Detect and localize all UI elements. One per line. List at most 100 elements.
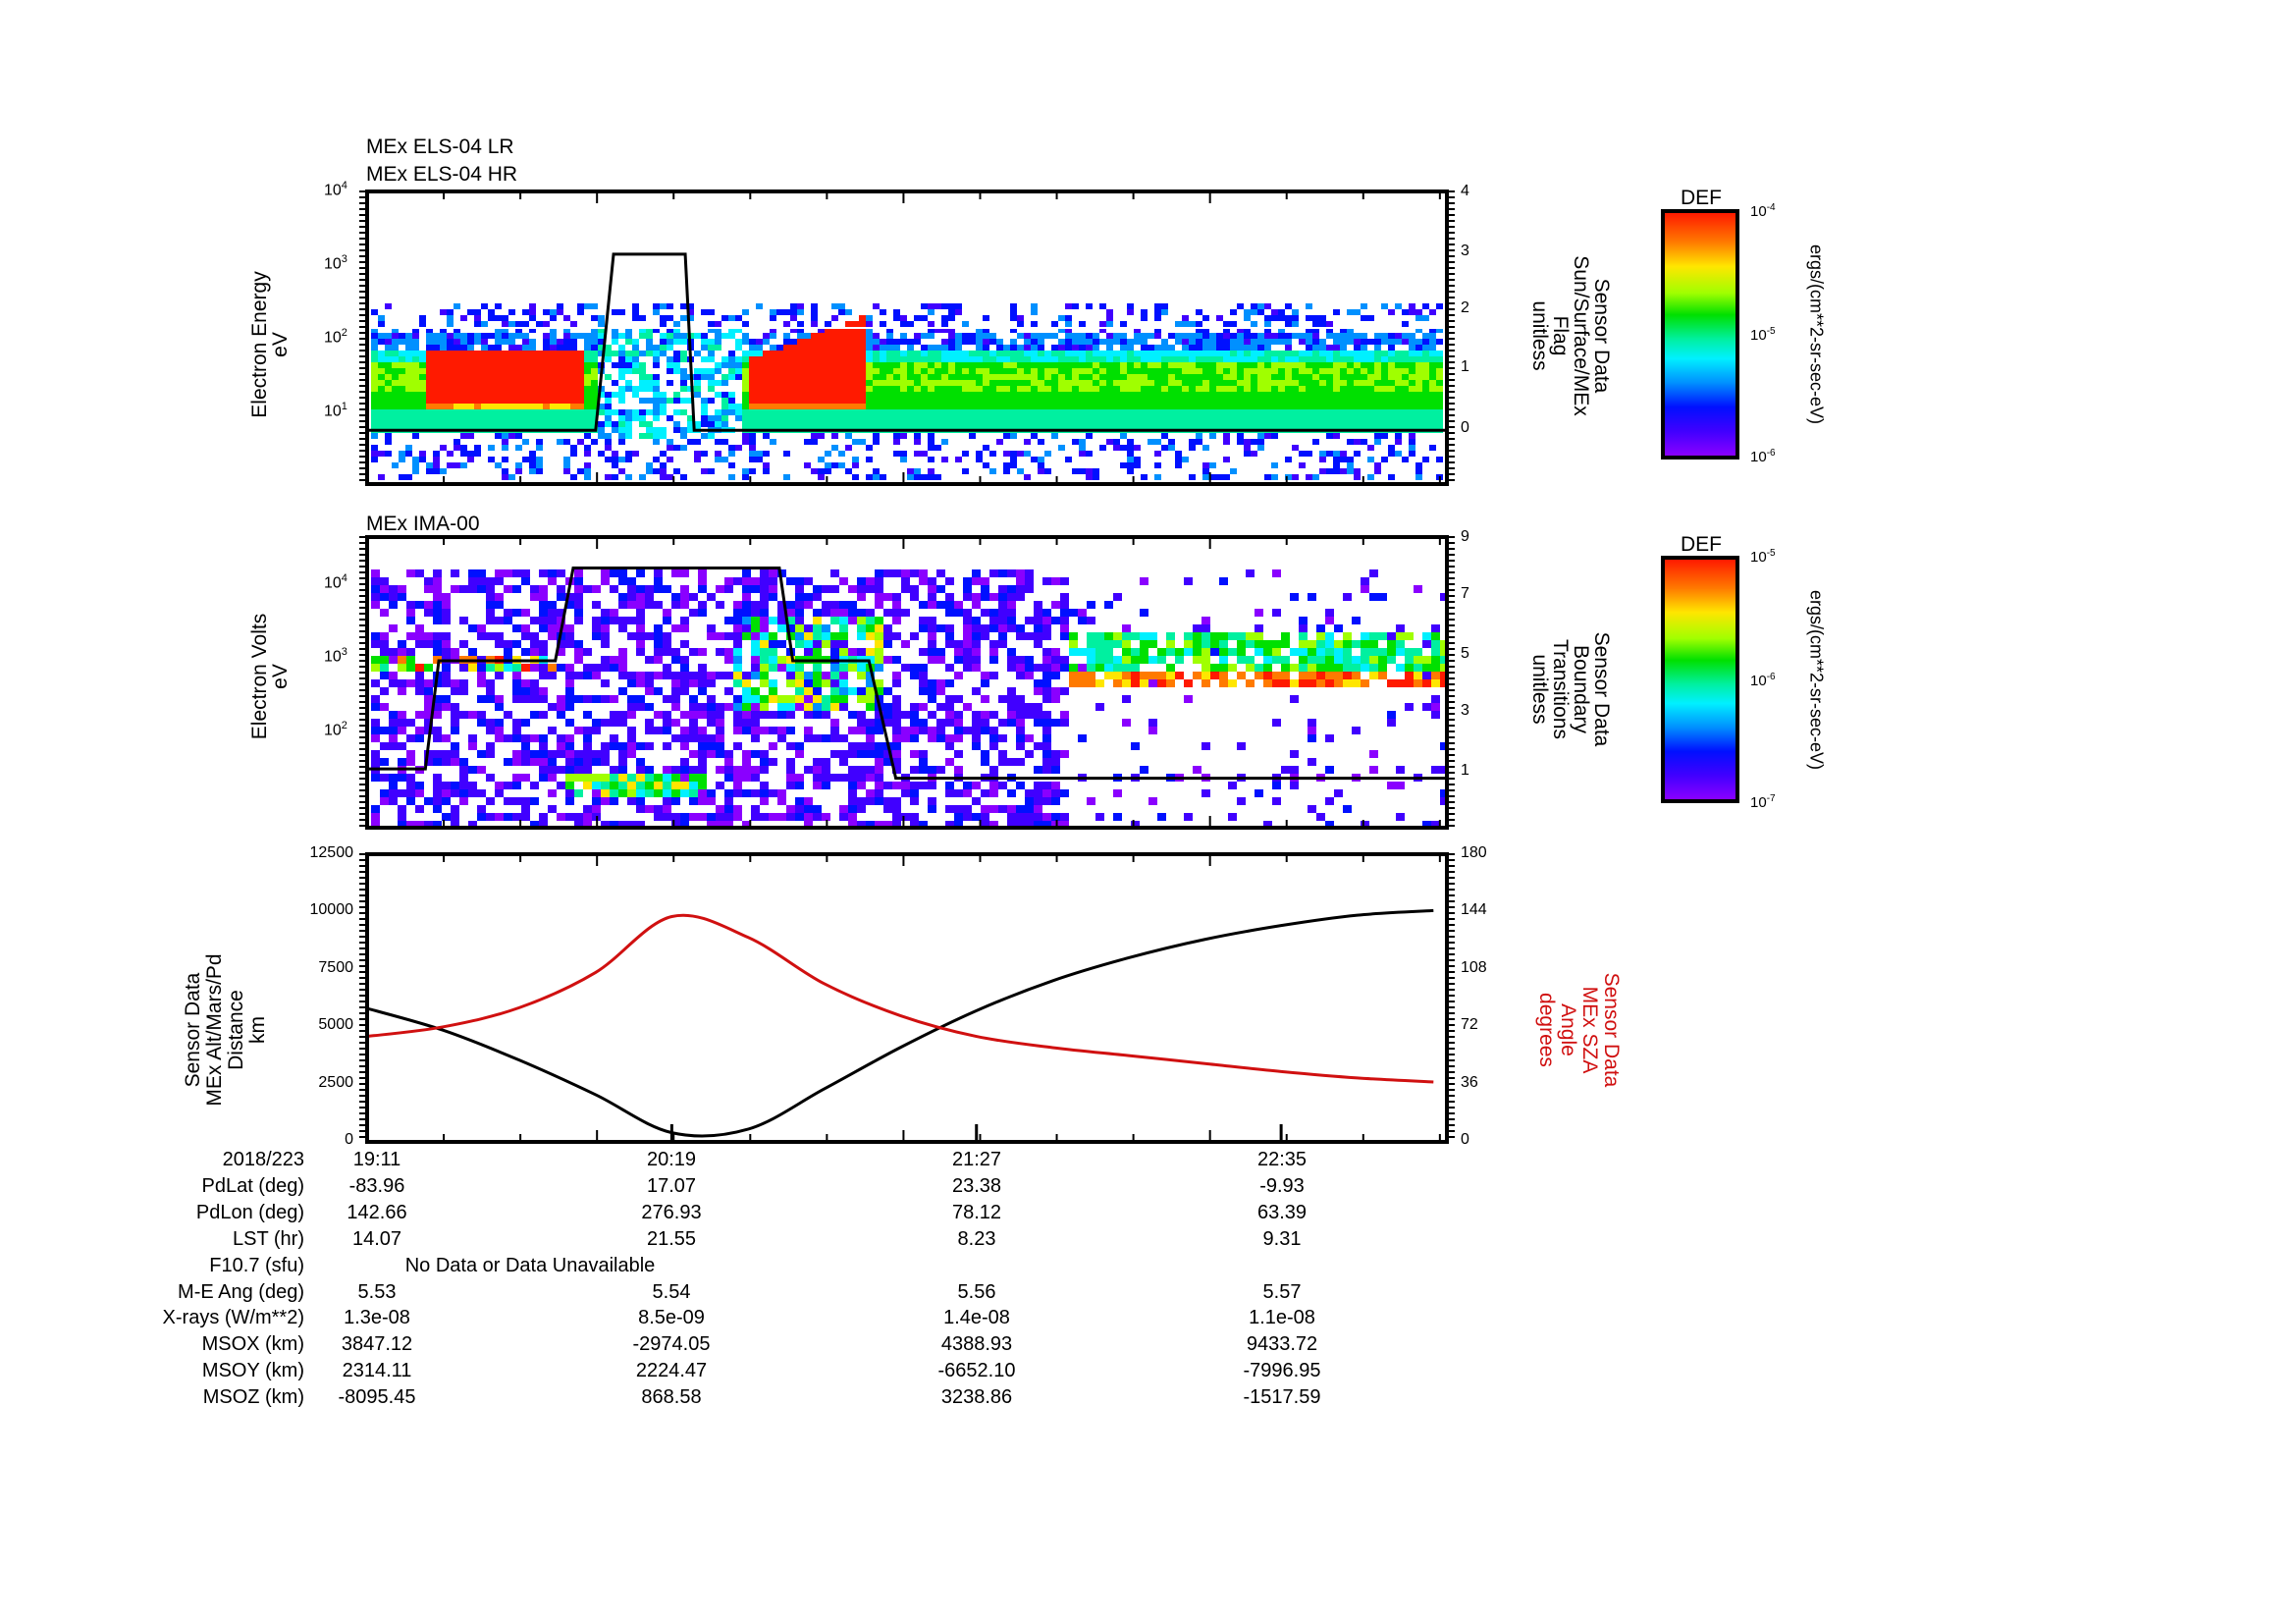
els-y2tick-0: 0 — [1461, 419, 1469, 436]
ephem-cell: 9.31 — [1262, 1227, 1302, 1250]
ima-y2label: Sensor Data Boundary Transitions unitless — [1528, 631, 1613, 747]
ephem-cell: 3847.12 — [341, 1333, 413, 1356]
ephem-note: No Data or Data Unavailable — [404, 1254, 656, 1276]
ephem-cell: 9433.72 — [1246, 1333, 1318, 1356]
orbit-y2tick-144: 144 — [1461, 901, 1487, 918]
ephem-cell: 1.1e-08 — [1249, 1307, 1315, 1329]
ephem-row-label: MSOZ (km) — [202, 1386, 304, 1409]
ephem-cell: -83.96 — [348, 1174, 405, 1197]
els-title-lr: MEx ELS-04 LR — [366, 135, 514, 158]
ephem-cell: 19:11 — [352, 1149, 401, 1170]
ephem-row-label: 2018/223 — [222, 1149, 304, 1170]
els-y2tick-3: 3 — [1461, 243, 1469, 259]
els-y2tick-1: 1 — [1461, 358, 1469, 375]
ephem-cell: 276.93 — [641, 1201, 702, 1223]
ima-ytick-1e2: 102 — [324, 720, 347, 739]
ima-heatmap — [371, 569, 1449, 829]
orbit-y2tick-72: 72 — [1461, 1016, 1478, 1033]
altitude-line — [366, 908, 1434, 1138]
orbit-ylabel: Sensor Data MEx Alt/Mars/Pd Distance km — [182, 953, 269, 1107]
ephem-cell: 1.3e-08 — [344, 1307, 410, 1329]
ima-cbtick-bot: 10-7 — [1750, 793, 1776, 811]
els-cbtick-top: 10-4 — [1750, 202, 1776, 220]
ephem-cell: 8.23 — [957, 1227, 996, 1250]
orbit-y2label: Sensor Data MEx SZA Angle degrees — [1535, 972, 1623, 1088]
els-ytick-1e4: 104 — [324, 180, 347, 199]
ephem-cell: -6652.10 — [937, 1360, 1016, 1382]
els-y2label: Sensor Data Sun/Surface/MEx Flag unitless — [1528, 255, 1613, 416]
sza-line — [366, 913, 1434, 1084]
ima-frame — [365, 535, 1449, 830]
ephem-cell: 5.57 — [1262, 1280, 1302, 1303]
ephem-cell: 5.53 — [357, 1280, 397, 1303]
ima-y2tick-9: 9 — [1461, 528, 1469, 545]
ephem-cell: -1517.59 — [1243, 1386, 1321, 1409]
orbit-ytick-7500: 7500 — [318, 959, 353, 976]
orbit-y2tick-180: 180 — [1461, 844, 1487, 861]
els-flag-line — [367, 252, 1447, 432]
els-colorbar — [1661, 209, 1739, 460]
ephem-cell: 23.38 — [951, 1174, 1002, 1197]
ephem-cell: 2224.47 — [635, 1360, 708, 1382]
ephem-cell: 4388.93 — [940, 1333, 1013, 1356]
ephem-cell: 21.55 — [646, 1227, 697, 1250]
ephem-row-label: LST (hr) — [233, 1227, 304, 1250]
ephem-cell: -2974.05 — [632, 1333, 711, 1356]
ephem-row-label: MSOX (km) — [201, 1333, 304, 1356]
els-colorbar-title: DEF — [1681, 187, 1722, 209]
els-heatmap — [367, 303, 1447, 480]
ephem-row-label: X-rays (W/m**2) — [162, 1307, 304, 1329]
ima-y2tick-3: 3 — [1461, 702, 1469, 719]
orbit-y2tick-108: 108 — [1461, 959, 1487, 976]
ephem-cell: 868.58 — [641, 1386, 702, 1409]
ephem-cell: -7996.95 — [1243, 1360, 1321, 1382]
ima-colorbar-title: DEF — [1681, 533, 1722, 556]
ephem-row-label: MSOY (km) — [201, 1360, 304, 1382]
ima-cbtick-top: 10-5 — [1750, 548, 1776, 566]
ephem-row-label: M-E Ang (deg) — [178, 1280, 304, 1303]
orbit-ytick-2500: 2500 — [318, 1074, 353, 1091]
ephem-cell: 17.07 — [646, 1174, 697, 1197]
ima-ytick-1e4: 104 — [324, 572, 347, 592]
orbit-ytick-12500: 12500 — [309, 844, 354, 861]
ephem-cell: -9.93 — [1259, 1174, 1305, 1197]
ima-ylabel: Electron Volts eV — [248, 613, 292, 740]
els-colorbar-units: ergs/(cm**2-sr-sec-eV) — [1806, 243, 1827, 425]
orbit-ytick-10000: 10000 — [309, 901, 354, 918]
els-ytick-1e2: 102 — [324, 327, 347, 347]
els-cbtick-mid: 10-5 — [1750, 326, 1776, 344]
ima-y2tick-5: 5 — [1461, 645, 1469, 662]
ephem-cell: 1.4e-08 — [943, 1307, 1010, 1329]
ephem-cell: -8095.45 — [338, 1386, 416, 1409]
els-title-hr: MEx ELS-04 HR — [366, 163, 518, 186]
ima-colorbar — [1661, 556, 1739, 803]
ephem-cell: 5.56 — [957, 1280, 996, 1303]
ephem-cell: 22:35 — [1256, 1149, 1308, 1170]
els-ytick-1e1: 101 — [324, 401, 347, 420]
ephem-row-label: PdLat (deg) — [201, 1174, 304, 1197]
ephem-cell: 78.12 — [951, 1201, 1002, 1223]
ephem-cell: 5.54 — [652, 1280, 691, 1303]
orbit-y2tick-0: 0 — [1461, 1131, 1469, 1148]
orbit-frame — [365, 852, 1449, 1144]
ephem-row-label: F10.7 (sfu) — [209, 1254, 304, 1276]
ephem-cell: 8.5e-09 — [638, 1307, 705, 1329]
orbit-ytick-0: 0 — [345, 1131, 353, 1148]
els-frame — [365, 189, 1449, 486]
ima-colorbar-units: ergs/(cm**2-sr-sec-eV) — [1806, 589, 1827, 771]
ephem-cell: 142.66 — [347, 1201, 407, 1223]
orbit-ytick-5000: 5000 — [318, 1016, 353, 1033]
ima-cbtick-mid: 10-6 — [1750, 672, 1776, 689]
ima-boundary-line — [367, 566, 1447, 781]
ima-y2tick-7: 7 — [1461, 585, 1469, 602]
ima-title: MEx IMA-00 — [366, 513, 480, 535]
ephem-cell: 20:19 — [646, 1149, 697, 1170]
ima-y2tick-1: 1 — [1461, 762, 1469, 779]
els-y2tick-2: 2 — [1461, 299, 1469, 316]
els-cbtick-bot: 10-6 — [1750, 448, 1776, 465]
ephem-cell: 3238.86 — [940, 1386, 1013, 1409]
ephem-cell: 2314.11 — [342, 1360, 412, 1382]
ima-ytick-1e3: 103 — [324, 646, 347, 666]
orbit-y2tick-36: 36 — [1461, 1074, 1478, 1091]
els-ytick-1e3: 103 — [324, 253, 347, 273]
